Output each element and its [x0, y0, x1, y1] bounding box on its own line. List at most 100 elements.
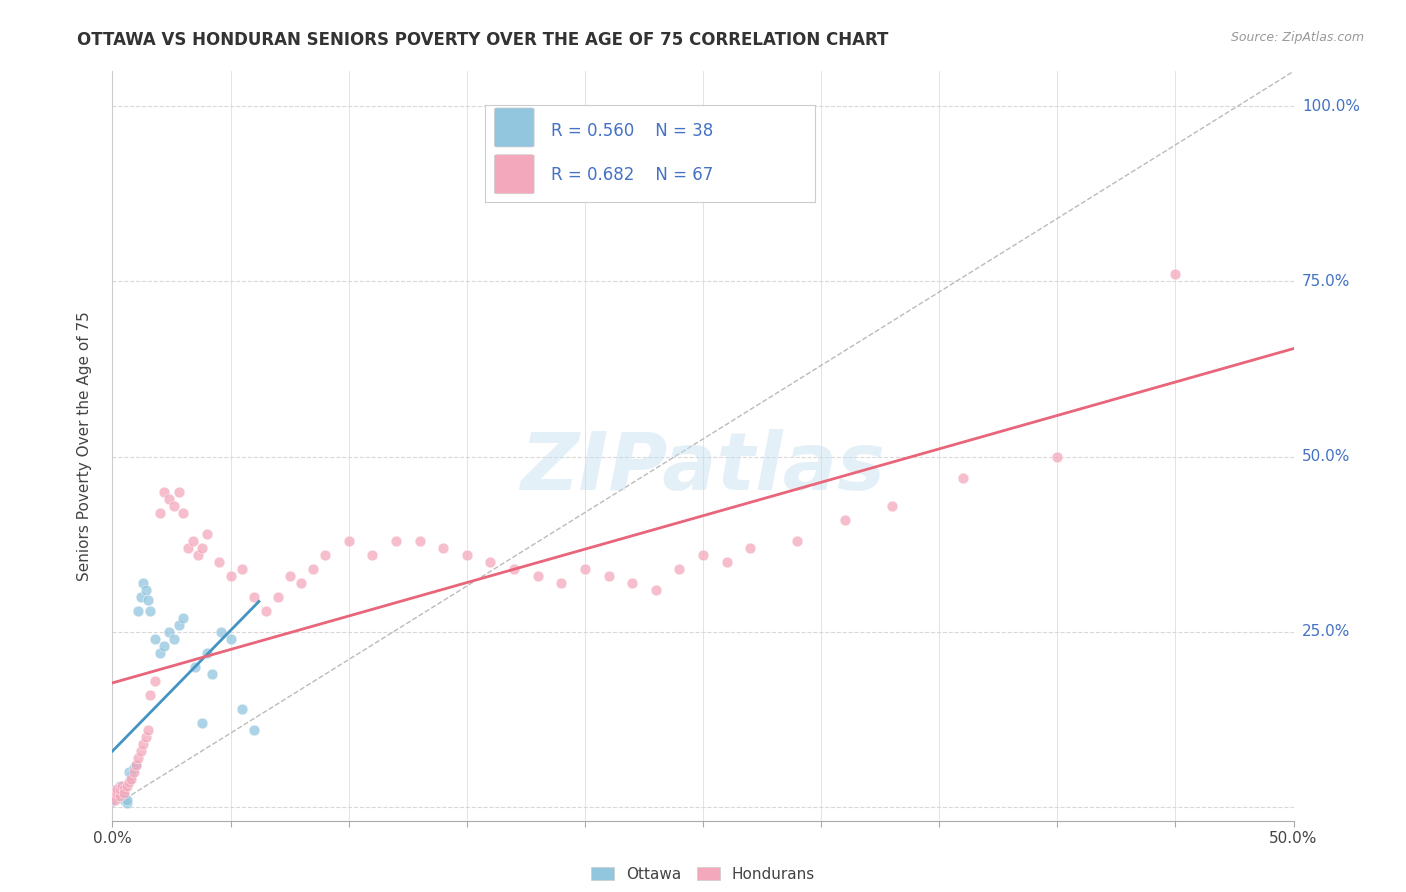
Text: ZIPatlas: ZIPatlas [520, 429, 886, 508]
Point [550, 575, 572, 590]
Point [101, 789, 124, 804]
Point [105, 786, 128, 800]
Point [644, 582, 666, 597]
Point [408, 533, 430, 548]
Point [149, 506, 172, 520]
Point [361, 548, 384, 562]
Point [104, 792, 127, 806]
Point [692, 548, 714, 562]
Point [526, 568, 548, 582]
Point [880, 499, 903, 513]
Point [104, 786, 127, 800]
Point [621, 575, 644, 590]
Point [195, 646, 218, 660]
Point [105, 789, 128, 804]
Point [786, 533, 808, 548]
Point [111, 782, 134, 797]
Point [456, 548, 478, 562]
Point [118, 764, 141, 779]
Point [149, 646, 172, 660]
Point [716, 555, 738, 569]
Point [267, 590, 290, 604]
Point [132, 575, 155, 590]
Point [132, 737, 155, 751]
Point [432, 541, 454, 555]
Point [157, 624, 180, 639]
Point [108, 782, 131, 797]
Point [104, 789, 127, 804]
Point [254, 603, 277, 617]
Point [111, 786, 134, 800]
Point [112, 789, 135, 804]
Point [101, 792, 124, 806]
Point [111, 779, 134, 793]
Point [157, 491, 180, 506]
Point [127, 603, 149, 617]
Point [112, 782, 135, 797]
Point [125, 757, 148, 772]
Point [135, 582, 157, 597]
Point [503, 561, 526, 575]
Point [120, 772, 142, 786]
Point [163, 632, 186, 646]
Point [181, 533, 204, 548]
Point [122, 761, 145, 775]
Point [122, 764, 145, 779]
Point [108, 786, 131, 800]
Point [153, 484, 176, 499]
Point [195, 526, 218, 541]
Point [209, 624, 232, 639]
Point [135, 730, 157, 744]
Text: 75.0%: 75.0% [1302, 274, 1350, 289]
Point [143, 632, 166, 646]
Point [104, 786, 127, 800]
Point [172, 506, 194, 520]
Point [191, 541, 214, 555]
Point [231, 701, 253, 715]
Point [740, 541, 762, 555]
Point [115, 796, 138, 810]
Text: 100.0%: 100.0% [1302, 99, 1360, 114]
Point [219, 632, 242, 646]
Text: Source: ZipAtlas.com: Source: ZipAtlas.com [1230, 31, 1364, 45]
Point [108, 789, 131, 804]
Point [115, 779, 138, 793]
Text: OTTAWA VS HONDURAN SENIORS POVERTY OVER THE AGE OF 75 CORRELATION CHART: OTTAWA VS HONDURAN SENIORS POVERTY OVER … [77, 31, 889, 49]
Point [112, 786, 135, 800]
Point [108, 779, 131, 793]
Point [208, 555, 231, 569]
Point [385, 533, 408, 548]
Point [186, 548, 208, 562]
Point [574, 561, 596, 575]
Point [177, 541, 200, 555]
Point [184, 659, 207, 673]
Point [129, 743, 152, 757]
Point [598, 568, 620, 582]
Point [136, 723, 159, 737]
Point [278, 568, 301, 582]
Point [136, 593, 159, 607]
Point [129, 590, 152, 604]
Point [231, 561, 253, 575]
Point [1046, 450, 1069, 464]
Point [163, 499, 186, 513]
Point [243, 723, 266, 737]
Point [243, 590, 266, 604]
Point [125, 757, 148, 772]
Text: 25.0%: 25.0% [1302, 624, 1350, 639]
Point [153, 639, 176, 653]
Point [290, 575, 312, 590]
Point [139, 603, 162, 617]
Point [172, 610, 194, 624]
Point [314, 548, 336, 562]
Point [167, 484, 190, 499]
Point [191, 715, 214, 730]
Point [139, 688, 162, 702]
Point [337, 533, 360, 548]
Point [112, 792, 135, 806]
Point [105, 782, 128, 797]
Point [143, 673, 166, 688]
Point [302, 561, 325, 575]
Point [115, 792, 138, 806]
Point [479, 555, 502, 569]
